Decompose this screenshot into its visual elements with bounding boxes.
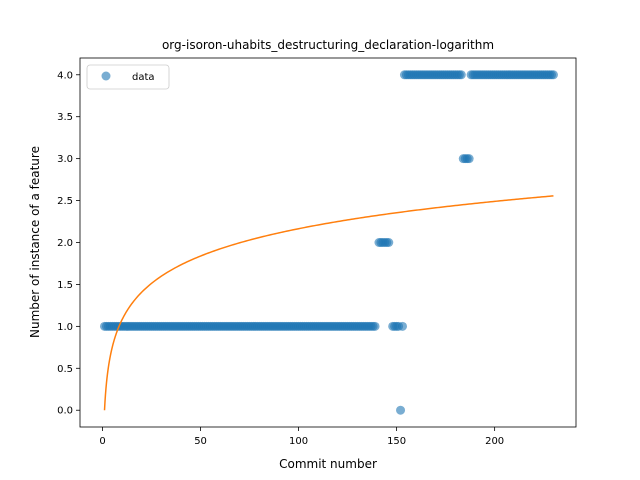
x-tick-label: 200 [485,436,504,447]
data-point [370,321,380,331]
y-axis-ticks: 0.0 0.5 1.0 1.5 2.0 2.5 3.0 3.5 4.0 [57,70,80,417]
y-tick-label: 1.5 [57,280,73,291]
y-tick-label: 0.0 [57,406,73,417]
x-tick-label: 100 [289,436,308,447]
x-tick-label: 150 [387,436,406,447]
data-point [384,238,394,247]
fit-line [103,195,554,411]
chart-title: org-isoron-uhabits_destructuring_declara… [162,38,494,52]
x-tick-label: 0 [99,436,105,447]
y-tick-label: 2.5 [57,196,73,207]
trend-line [103,195,554,411]
y-tick-label: 3.0 [57,154,73,165]
data-point [398,321,407,331]
y-tick-label: 0.5 [57,364,73,375]
x-axis-ticks: 0 50 100 150 200 [99,427,504,447]
scatter-points [100,70,558,415]
y-axis-label: Number of instance of a feature [28,146,42,338]
y-tick-label: 2.0 [57,238,73,249]
data-point [548,70,558,80]
legend-marker [101,71,111,81]
y-tick-label: 3.5 [57,112,73,123]
y-tick-label: 4.0 [57,70,73,81]
legend-label: data [132,72,155,83]
x-tick-label: 50 [194,436,207,447]
data-point [396,405,406,415]
legend: data [86,64,170,90]
legend-box [86,64,170,90]
x-axis-label: Commit number [279,457,377,471]
data-point [464,154,474,164]
y-tick-label: 1.0 [57,322,73,333]
data-point [456,70,466,80]
